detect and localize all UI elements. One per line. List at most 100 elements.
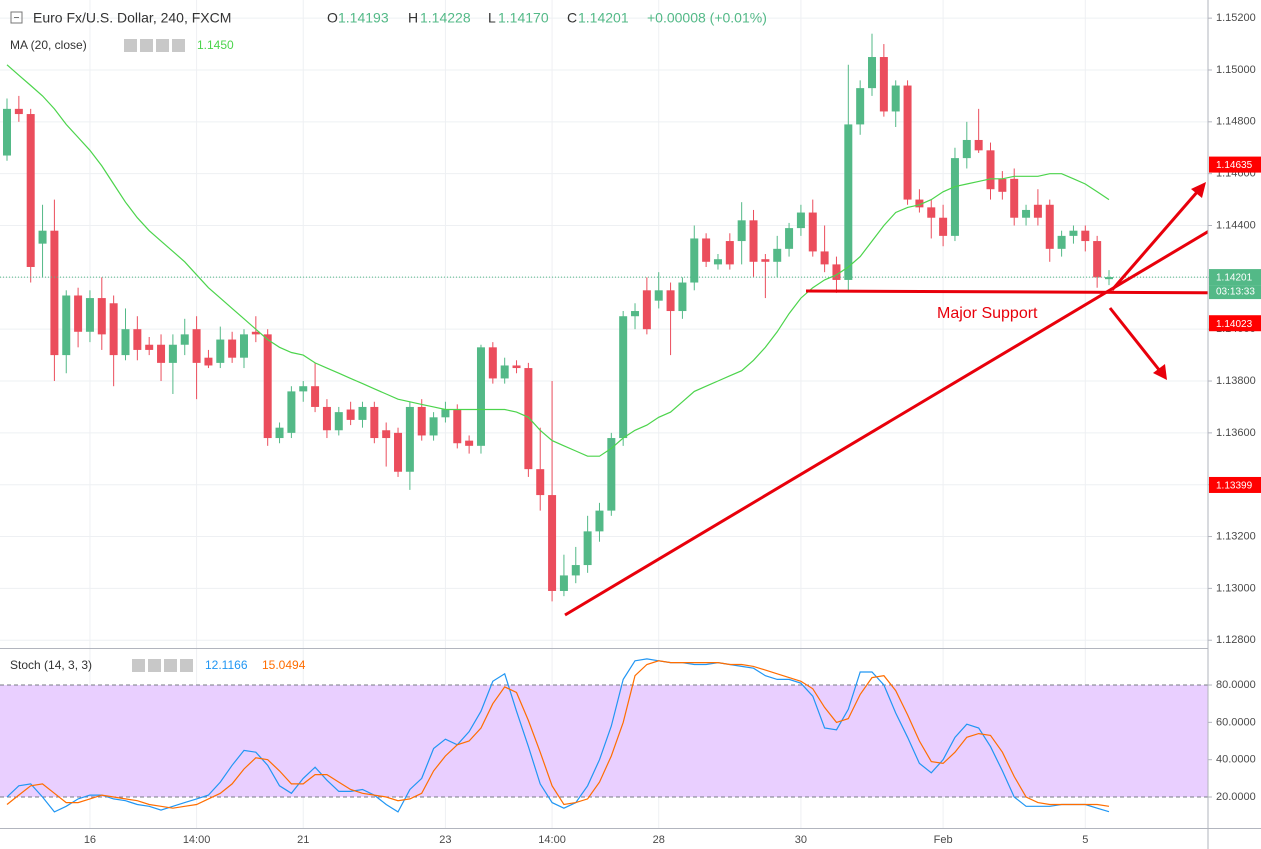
candle-body (38, 230, 47, 244)
icon[interactable] (132, 659, 145, 672)
candle-body (927, 207, 936, 218)
candle-body (97, 298, 106, 335)
candle-body (690, 238, 699, 283)
ohlc-key: O (327, 10, 338, 26)
candle-body (903, 85, 912, 200)
candle-body (417, 406, 426, 436)
candle-body (1069, 230, 1078, 236)
candle-body (192, 329, 201, 363)
stoch-d-value: 15.0494 (262, 658, 306, 672)
candle-body (476, 347, 485, 446)
candle-body (14, 108, 23, 115)
ohlc-key: H (408, 10, 418, 26)
icon[interactable] (124, 39, 137, 52)
candle-body (844, 124, 853, 280)
icon[interactable] (140, 39, 153, 52)
icon[interactable] (148, 659, 161, 672)
candle-body (737, 220, 746, 242)
candle-body (974, 139, 983, 151)
trend-line (564, 198, 1261, 617)
annotation: Major Support (937, 305, 1038, 322)
y-tick-label: 40.0000 (1216, 754, 1256, 766)
candle-body (394, 432, 403, 472)
candle-body (950, 158, 959, 236)
y-tick-label: 1.13800 (1216, 375, 1256, 387)
icon[interactable] (180, 659, 193, 672)
stoch-k-value: 12.1166 (205, 658, 248, 672)
candle-body (239, 334, 248, 358)
candle-body (524, 368, 533, 470)
y-tick-label: 1.15000 (1216, 64, 1256, 76)
candle-body (287, 391, 296, 433)
countdown: 03:13:33 (1216, 287, 1255, 298)
candle-body (631, 311, 640, 317)
candle-body (583, 531, 592, 566)
candle-body (856, 88, 865, 125)
candle-body (820, 251, 829, 265)
candle-body (121, 329, 130, 356)
candle-body (761, 259, 770, 262)
candle-body (299, 386, 308, 392)
collapse-icon[interactable] (10, 11, 23, 24)
stoch-line (6, 660, 1110, 809)
ohlc-value: 1.14201 (578, 10, 629, 26)
price-tag-label: 1.14201 (1216, 273, 1253, 284)
candle-body (50, 230, 59, 356)
candle-body (157, 344, 166, 363)
candle-body (228, 339, 237, 358)
candle-body (1105, 277, 1113, 280)
ohlc-key: C (567, 10, 577, 26)
icon[interactable] (172, 39, 185, 52)
candle-body (512, 365, 521, 369)
y-tick-label: 60.0000 (1216, 716, 1256, 728)
candle-body (204, 357, 213, 366)
price-tag (1209, 269, 1261, 286)
y-tick-label: 1.13600 (1216, 427, 1256, 439)
x-tick-label: 23 (439, 834, 451, 846)
icon[interactable] (156, 39, 169, 52)
candle-body (571, 565, 580, 576)
candle-body (915, 199, 924, 208)
drawings: Major Support (564, 182, 1261, 617)
candle-body (429, 417, 438, 436)
ohlc-key: L (488, 10, 496, 26)
x-tick-label: 5 (1082, 834, 1088, 846)
countdown-tag (1209, 285, 1261, 300)
candle-body (145, 344, 154, 350)
icon[interactable] (164, 659, 177, 672)
candle-body (785, 228, 794, 249)
candle-body (133, 329, 142, 350)
candle-body (654, 290, 663, 301)
symbol-title: Euro Fx/U.S. Dollar, 240, FXCM (33, 10, 231, 26)
candle-body (749, 220, 758, 262)
candle-body (85, 298, 94, 332)
candle-body (3, 108, 11, 156)
candle-body (1010, 178, 1019, 218)
ma-legend: MA (20, close) (10, 38, 87, 52)
ohlc-value: 1.14228 (420, 10, 471, 26)
x-tick-label: 21 (297, 834, 309, 846)
candle-body (986, 150, 995, 190)
candle-body (642, 290, 651, 330)
candle-body (879, 57, 888, 112)
candle-body (678, 282, 687, 312)
legend: Euro Fx/U.S. Dollar, 240, FXCM O 1.14193… (10, 10, 767, 672)
arrow-down (1108, 307, 1162, 372)
candle-body (619, 316, 628, 439)
candle-body (62, 295, 71, 356)
candle-body (796, 212, 805, 229)
candle-body (868, 57, 877, 89)
candle-body (702, 238, 711, 262)
indicator-icons (124, 39, 185, 52)
candle-body (1093, 241, 1102, 278)
candle-body (1033, 204, 1042, 218)
candle-body (441, 409, 450, 418)
candle-body (595, 510, 604, 532)
y-tick-label: 1.13000 (1216, 582, 1256, 594)
ma-value: 1.1450 (197, 38, 234, 52)
x-tick-label: 28 (653, 834, 665, 846)
candle-body (725, 241, 734, 265)
candle-body (382, 430, 391, 439)
